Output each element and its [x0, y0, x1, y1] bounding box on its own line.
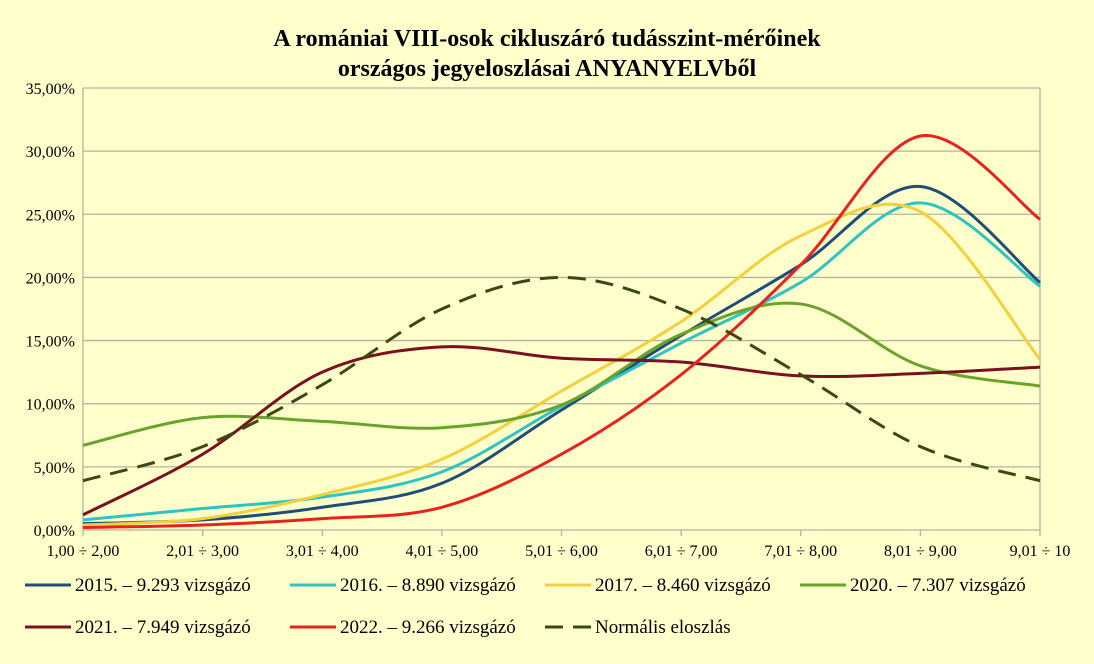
y-tick-label: 0,00% — [34, 523, 75, 540]
legend-label: 2022. – 9.266 vizsgázó — [340, 617, 516, 638]
y-tick-label: 25,00% — [26, 207, 75, 224]
x-tick-label: 9,01 ÷ 10 — [1010, 543, 1071, 560]
y-tick-label: 15,00% — [26, 334, 75, 351]
legend: 2015. – 9.293 vizsgázó 2016. – 8.890 vizs… — [25, 575, 1026, 638]
x-axis: 1,00 ÷ 2,00 2,01 ÷ 3,00 3,01 ÷ 4,00 4,01 ÷ … — [47, 530, 1071, 560]
legend-item: 2015. – 9.293 vizsgázó — [25, 575, 251, 596]
legend-label: 2021. – 7.949 vizsgázó — [75, 617, 251, 638]
y-tick-label: 5,00% — [34, 460, 75, 477]
y-tick-label: 10,00% — [26, 397, 75, 414]
legend-item: 2017. – 8.460 vizsgázó — [545, 575, 771, 596]
legend-item: 2020. – 7.307 vizsgázó — [800, 575, 1026, 596]
chart-title-line-1: A romániai VIII-osok cikluszáró tudásszi… — [273, 26, 821, 52]
chart-title-line-2: országos jegyeloszlásai ANYANYELVből — [338, 56, 757, 82]
x-tick-label: 2,01 ÷ 3,00 — [166, 543, 239, 560]
series-line — [82, 201, 1041, 522]
series-line — [82, 134, 1041, 529]
gridlines — [82, 87, 1041, 531]
y-tick-label: 20,00% — [26, 270, 75, 287]
legend-label: Normális eloszlás — [595, 617, 731, 638]
x-tick-label: 3,01 ÷ 4,00 — [286, 543, 359, 560]
legend-label: 2017. – 8.460 vizsgázó — [595, 575, 771, 596]
legend-item: Normális eloszlás — [545, 617, 731, 638]
series-line — [82, 301, 1041, 447]
legend-item: 2021. – 7.949 vizsgázó — [25, 617, 251, 638]
y-tick-label: 35,00% — [26, 81, 75, 98]
series-lines — [82, 134, 1042, 529]
x-tick-label: 1,00 ÷ 2,00 — [47, 543, 120, 560]
x-tick-label: 4,01 ÷ 5,00 — [405, 543, 478, 560]
x-tick-label: 7,01 ÷ 8,00 — [764, 543, 837, 560]
legend-label: 2015. – 9.293 vizsgázó — [75, 575, 251, 596]
x-tick-label: 8,01 ÷ 9,00 — [884, 543, 957, 560]
series-line — [82, 275, 1041, 483]
series-line — [82, 184, 1041, 526]
y-tick-label: 30,00% — [26, 144, 75, 161]
legend-label: 2020. – 7.307 vizsgázó — [850, 575, 1026, 596]
y-axis: 0,00% 5,00% 10,00% 15,00% 20,00% 25,00% 30,00%… — [26, 81, 75, 540]
series-line — [82, 202, 1042, 527]
series-line — [82, 345, 1041, 517]
legend-item: 2022. – 9.266 vizsgázó — [290, 617, 516, 638]
x-tick-label: 5,01 ÷ 6,00 — [525, 543, 598, 560]
legend-item: 2016. – 8.890 vizsgázó — [290, 575, 516, 596]
x-tick-label: 6,01 ÷ 7,00 — [645, 543, 718, 560]
legend-label: 2016. – 8.890 vizsgázó — [340, 575, 516, 596]
